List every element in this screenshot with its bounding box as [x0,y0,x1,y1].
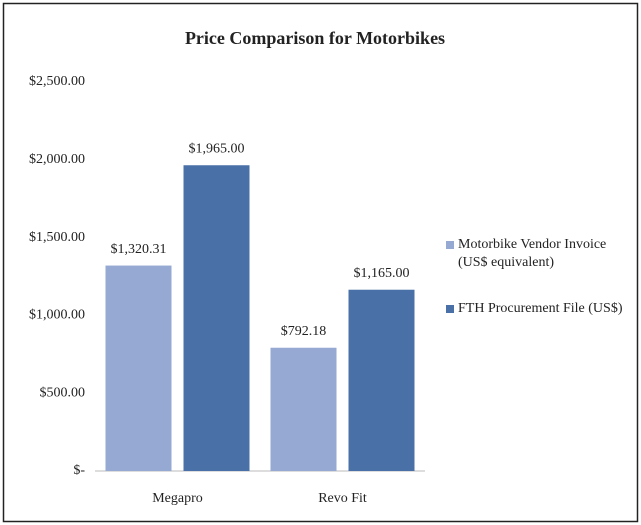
y-tick-label: $2,500.00 [29,74,85,89]
y-tick-label: $2,000.00 [29,152,85,167]
x-tick-label: Revo Fit [318,491,367,506]
bar [348,289,415,471]
legend-entry: FTH Procurement File (US$) [446,300,626,318]
bar [183,165,250,471]
bar [270,347,337,471]
y-tick-label: $500.00 [40,385,86,400]
data-label: $1,965.00 [189,141,245,156]
legend-swatch [446,241,454,249]
chart-title: Price Comparison for Motorbikes [185,28,445,48]
legend-entry: Motorbike Vendor Invoice (US$ equivalent… [446,236,626,272]
legend-label: FTH Procurement File (US$) [458,301,623,316]
data-label: $1,320.31 [111,242,167,257]
legend-swatch [446,305,454,313]
data-label: $1,165.00 [354,266,410,281]
x-tick-label: Megapro [152,491,203,506]
legend-label: Motorbike Vendor Invoice (US$ equivalent… [458,237,607,270]
data-label: $792.18 [281,324,327,339]
y-tick-label: $1,000.00 [29,308,85,323]
y-tick-label: $1,500.00 [29,230,85,245]
y-tick-label: $- [73,463,85,478]
bar [105,265,172,471]
